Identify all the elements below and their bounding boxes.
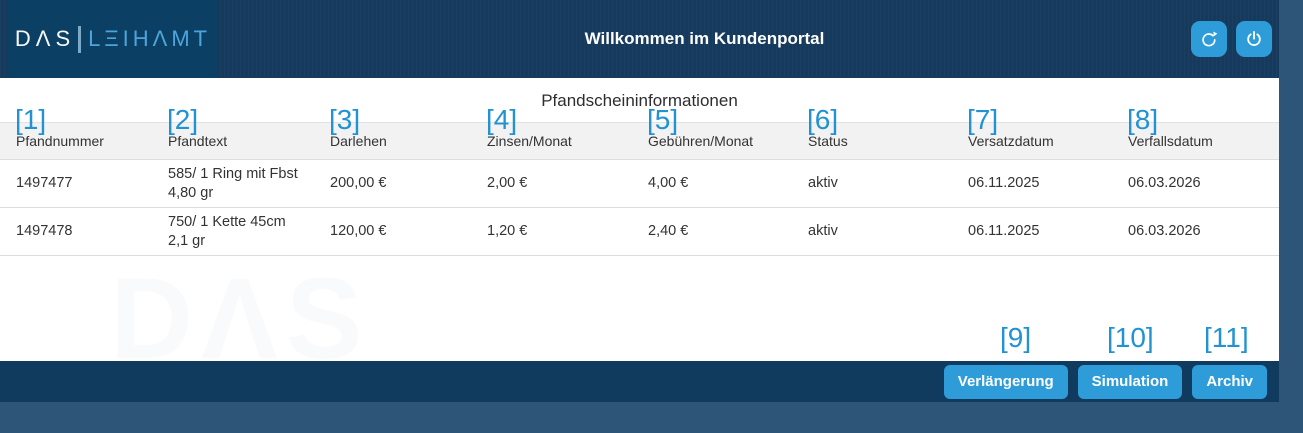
cell-pfandtext: 585/ 1 Ring mit Fbst 4,80 gr	[152, 159, 314, 208]
table-row[interactable]: 1497477 585/ 1 Ring mit Fbst 4,80 gr 200…	[0, 159, 1279, 208]
column-header-zinsen: Zinsen/Monat	[471, 122, 632, 160]
cell-pfandnummer: 1497477	[0, 159, 152, 208]
simulation-button[interactable]: Simulation	[1077, 364, 1183, 399]
column-header-pfandnummer: Pfandnummer	[0, 122, 152, 160]
action-bar: Verlängerung Simulation Archiv	[0, 361, 1279, 402]
app-window: DΛS LΞIHΛMT Willkommen im Kundenportal	[0, 0, 1279, 402]
header-actions	[1191, 21, 1272, 57]
cell-pfandnummer: 1497478	[0, 207, 152, 256]
brand-logo: DΛS LΞIHΛMT	[8, 0, 218, 78]
verlaengerung-button[interactable]: Verlängerung	[943, 364, 1068, 399]
page-title: Willkommen im Kundenportal	[584, 29, 825, 48]
power-icon	[1244, 29, 1264, 49]
refresh-icon	[1199, 29, 1219, 49]
content-area: Pfandscheininformationen Pfandnummer Pfa…	[0, 78, 1279, 361]
refresh-button[interactable]	[1191, 21, 1227, 57]
cell-gebuehren: 4,00 €	[632, 159, 792, 208]
section-title: Pfandscheininformationen	[541, 91, 738, 110]
power-button[interactable]	[1236, 21, 1272, 57]
table-header-row: Pfandnummer Pfandtext Darlehen Zinsen/Mo…	[0, 122, 1279, 160]
column-header-darlehen: Darlehen	[314, 122, 471, 160]
column-header-gebuehren: Gebühren/Monat	[632, 122, 792, 160]
cell-verfallsdatum: 06.03.2026	[1112, 207, 1279, 256]
cell-gebuehren: 2,40 €	[632, 207, 792, 256]
brand-das-text: DΛS	[14, 26, 76, 51]
brand-separator	[78, 25, 82, 53]
cell-status: aktiv	[792, 159, 952, 208]
header: DΛS LΞIHΛMT Willkommen im Kundenportal	[0, 0, 1279, 78]
archiv-button[interactable]: Archiv	[1192, 364, 1267, 399]
column-header-pfandtext: Pfandtext	[152, 122, 314, 160]
cell-verfallsdatum: 06.03.2026	[1112, 159, 1279, 208]
cell-zinsen: 2,00 €	[471, 159, 632, 208]
cell-status: aktiv	[792, 207, 952, 256]
brand-leihamt-text: LΞIHΛMT	[88, 26, 212, 51]
cell-versatzdatum: 06.11.2025	[952, 207, 1112, 256]
column-header-verfallsdatum: Verfallsdatum	[1112, 122, 1279, 160]
cell-versatzdatum: 06.11.2025	[952, 159, 1112, 208]
cell-darlehen: 120,00 €	[314, 207, 471, 256]
cell-pfandtext: 750/ 1 Kette 45cm 2,1 gr	[152, 207, 314, 256]
cell-darlehen: 200,00 €	[314, 159, 471, 208]
column-header-versatzdatum: Versatzdatum	[952, 122, 1112, 160]
column-header-status: Status	[792, 122, 952, 160]
table-row[interactable]: 1497478 750/ 1 Kette 45cm 2,1 gr 120,00 …	[0, 207, 1279, 256]
cell-zinsen: 1,20 €	[471, 207, 632, 256]
pawn-ticket-table: Pfandnummer Pfandtext Darlehen Zinsen/Mo…	[0, 122, 1279, 256]
